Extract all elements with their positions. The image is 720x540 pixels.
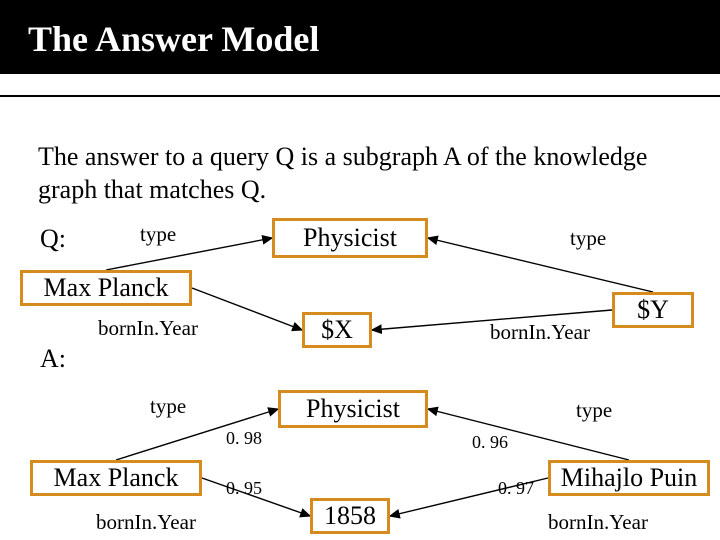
node-a-physicist: Physicist: [278, 390, 428, 428]
weight-096: 0. 96: [472, 432, 508, 453]
weight-097: 0. 97: [498, 478, 534, 499]
title-divider: [0, 95, 720, 97]
node-q-y: $Y: [612, 292, 694, 328]
node-q-max-planck: Max Planck: [20, 270, 192, 306]
node-a-1858: 1858: [310, 498, 390, 534]
slide: The Answer Model The answer to a query Q…: [0, 0, 720, 540]
diagram: Q: type type bornIn.Year bornIn.Year A: …: [0, 0, 720, 540]
edge-label-borninyear-3: bornIn.Year: [96, 510, 196, 535]
node-a-puin: Mihajlo Puin: [548, 460, 710, 496]
edge-label-type-1: type: [140, 222, 176, 247]
weight-095: 0. 95: [226, 478, 262, 499]
edge-label-type-2: type: [570, 226, 606, 251]
edge-label-borninyear-2: bornIn.Year: [490, 320, 590, 345]
slide-title: The Answer Model: [28, 18, 692, 60]
edge-label-type-4: type: [576, 398, 612, 423]
node-q-physicist: Physicist: [272, 218, 428, 258]
node-a-max-planck: Max Planck: [30, 460, 202, 496]
edges-svg: [0, 0, 720, 540]
a-label: A:: [40, 344, 66, 374]
edge-label-borninyear-1: bornIn.Year: [98, 316, 198, 341]
body-text: The answer to a query Q is a subgraph A …: [38, 140, 690, 207]
node-q-x: $X: [302, 312, 372, 348]
edge-label-borninyear-4: bornIn.Year: [548, 510, 648, 535]
edge-label-type-3: type: [150, 394, 186, 419]
q-label: Q:: [40, 224, 66, 254]
weight-098: 0. 98: [226, 428, 262, 449]
intro-text: The answer to a query Q is a subgraph A …: [38, 140, 690, 207]
title-bar: The Answer Model: [0, 0, 720, 74]
